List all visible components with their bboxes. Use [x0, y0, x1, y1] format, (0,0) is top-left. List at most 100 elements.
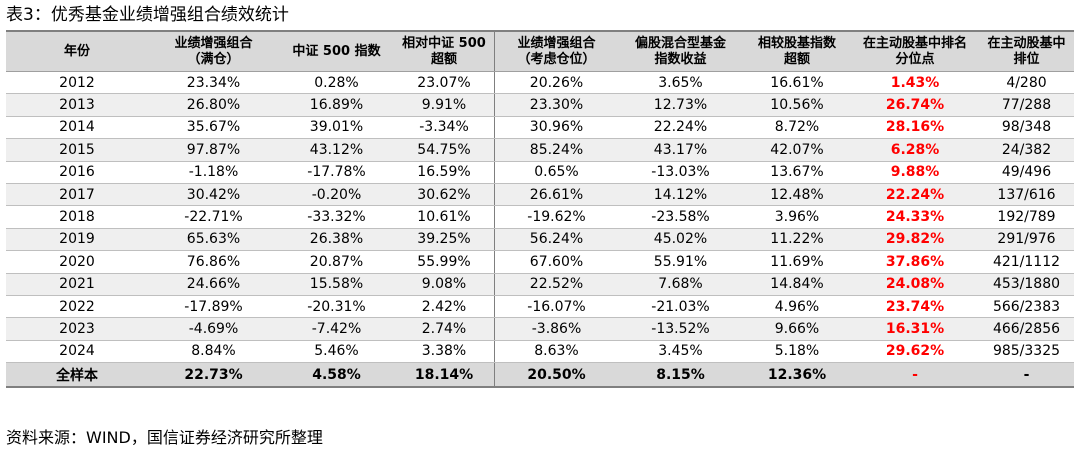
table-cell: 14.12%: [653, 186, 708, 203]
table-cell: 291/976: [997, 231, 1056, 248]
column-header-line: 排位: [1013, 51, 1040, 67]
summary-cell: 18.14%: [394, 363, 495, 387]
summary-cell: 20.50%: [527, 366, 586, 383]
column-header: 年份: [6, 32, 148, 71]
table-cell: 26.38%: [309, 231, 364, 248]
year-cell: 2023: [59, 320, 95, 337]
table-cell: 6.28%: [890, 141, 940, 158]
table-cell: 55.91%: [653, 253, 708, 270]
table-cell: 65.63%: [186, 231, 241, 248]
table-cell: -4.69%: [188, 320, 239, 337]
year-cell: 2021: [59, 276, 95, 293]
table-cell: 15.58%: [309, 276, 364, 293]
year-cell: 2024: [59, 343, 95, 360]
table-cell: 3.38%: [394, 340, 495, 363]
table-row: 2020 76.86% 20.87% 55.99% 67.60% 55.91% 11.69%…: [6, 251, 1074, 274]
table-cell: 4/280: [1006, 74, 1047, 91]
table-cell: -3.34%: [394, 116, 495, 139]
table-cell: -17.78%: [307, 164, 366, 181]
table-header-row: 年份 业绩增强组合 （满仓） 中证 500 指数 相对中证 500 超额 业绩增强组合 （考虑…: [6, 32, 1074, 72]
table-cell: 9.91%: [394, 94, 495, 116]
table-cell: 67.60%: [529, 253, 584, 270]
table-cell: 16.61%: [770, 74, 824, 91]
table-cell: 192/789: [997, 209, 1056, 226]
table-cell: 12.48%: [770, 186, 824, 203]
table-cell: 0.65%: [534, 164, 579, 181]
table-cell: 23.07%: [394, 72, 495, 94]
table-cell: -13.03%: [651, 164, 710, 181]
column-header: 在主动股基中排名 分位点: [851, 32, 979, 71]
table-cell: 45.02%: [653, 231, 708, 248]
column-header-line: 在主动股基中: [987, 35, 1066, 51]
table-cell: 24/382: [1001, 141, 1052, 158]
table-cell: 2.42%: [394, 295, 495, 318]
table-cell: 77/288: [1001, 97, 1052, 114]
table-cell: 30.96%: [529, 119, 584, 136]
table-cell: 23.34%: [186, 74, 241, 91]
table-cell: 421/1112: [992, 253, 1061, 270]
table-cell: 2.74%: [394, 318, 495, 340]
year-cell: 2016: [59, 164, 95, 181]
column-header: 相较股基指数 超额: [743, 32, 851, 71]
table-cell: 23.74%: [885, 298, 945, 315]
table-cell: -20.31%: [307, 298, 366, 315]
table-row: 2019 65.63% 26.38% 39.25% 56.24% 45.02% 11.22%…: [6, 228, 1074, 252]
table-cell: 10.56%: [770, 97, 824, 114]
table-cell: 55.99%: [394, 251, 495, 273]
table-cell: 39.01%: [309, 119, 364, 136]
table-row: 2023 -4.69% -7.42% 2.74% -3.86% -13.52% 9.66% 1…: [6, 318, 1074, 341]
table-cell: -21.03%: [651, 298, 710, 315]
table-cell: -23.58%: [651, 209, 710, 226]
table-cell: 24.08%: [885, 276, 945, 293]
table-cell: 16.31%: [885, 320, 945, 337]
table-cell: -22.71%: [184, 209, 243, 226]
column-header: 偏股混合型基金 指数收益: [618, 32, 743, 71]
table-cell: 13.67%: [770, 164, 824, 181]
table-cell: 4.96%: [774, 298, 820, 315]
table-cell: 23.30%: [529, 97, 584, 114]
table-cell: 3.45%: [658, 343, 703, 360]
table-cell: 5.18%: [774, 343, 820, 360]
table-cell: 43.17%: [653, 141, 708, 158]
table-cell: 8.72%: [774, 119, 820, 136]
table-cell: 16.59%: [394, 161, 495, 183]
column-header-line: 业绩增强组合: [517, 35, 596, 51]
table-cell: -13.52%: [651, 320, 710, 337]
column-header: 业绩增强组合 （考虑仓位）: [495, 32, 618, 71]
column-header-line: 年份: [63, 43, 90, 59]
table-cell: 7.68%: [658, 276, 703, 293]
table-cell: 30.62%: [394, 183, 495, 206]
column-header-line: 偏股混合型基金: [634, 35, 726, 51]
table-cell: -17.89%: [184, 298, 243, 315]
summary-row: 全样本 22.73% 4.58% 18.14% 20.50% 8.15% 12.36% - -: [6, 363, 1074, 389]
table-cell: 37.86%: [885, 253, 945, 270]
column-header: 业绩增强组合 （满仓）: [148, 32, 279, 71]
column-header-line: 超额: [783, 51, 810, 67]
year-cell: 2017: [59, 186, 95, 203]
column-header-line: 相较股基指数: [757, 35, 836, 51]
column-header-line: 指数收益: [654, 51, 707, 67]
year-cell: 2018: [59, 209, 95, 226]
table-cell: 26.80%: [186, 97, 241, 114]
table-cell: 20.87%: [309, 253, 364, 270]
table-cell: 9.88%: [890, 164, 940, 181]
table-cell: 85.24%: [529, 141, 584, 158]
column-header-line: 分位点: [895, 51, 935, 67]
table-cell: 11.69%: [770, 253, 824, 270]
table-cell: -16.07%: [527, 298, 586, 315]
table-row: 2022 -17.89% -20.31% 2.42% -16.07% -21.03% 4.9…: [6, 295, 1074, 319]
column-header-line: 在主动股基中排名: [862, 35, 967, 51]
column-header: 在主动股基中 排位: [979, 32, 1074, 71]
performance-table: 年份 业绩增强组合 （满仓） 中证 500 指数 相对中证 500 超额 业绩增强组合 （考虑…: [6, 30, 1074, 389]
table-cell: 566/2383: [992, 298, 1061, 315]
table-cell: 22.52%: [529, 276, 584, 293]
table-cell: 29.62%: [885, 343, 945, 360]
table-row: 2021 24.66% 15.58% 9.08% 22.52% 7.68% 14.84% 24…: [6, 273, 1074, 296]
table-cell: 22.24%: [653, 119, 708, 136]
table-cell: 49/496: [1001, 164, 1052, 181]
summary-cell: 8.15%: [656, 366, 705, 383]
year-cell: 2022: [59, 298, 95, 315]
table-cell: 97.87%: [186, 141, 241, 158]
column-header-line: 业绩增强组合: [174, 35, 253, 51]
table-cell: 453/1880: [992, 276, 1061, 293]
